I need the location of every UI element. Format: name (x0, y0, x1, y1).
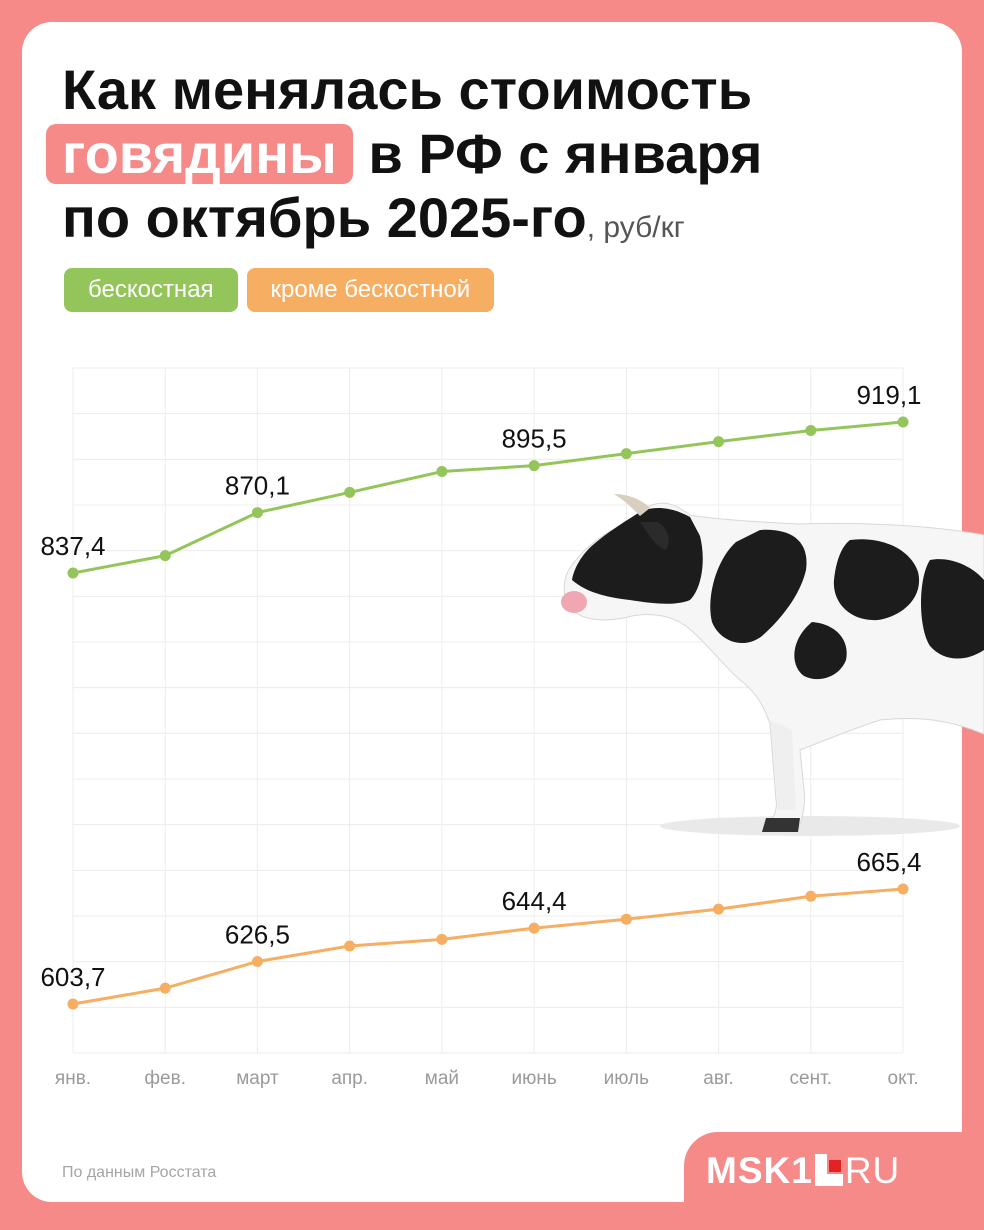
logo-left: MSK1 (706, 1150, 813, 1191)
data-label: 644,4 (502, 886, 567, 916)
logo-mark-icon (814, 1154, 843, 1186)
data-point (159, 982, 171, 994)
data-label: 870,1 (225, 471, 290, 501)
chart-series: 837,4 870,1 895,5 919,1 603,7 626,5 644,4 665,4 (40, 380, 922, 1010)
data-point (713, 903, 725, 915)
cow-head-patch (572, 507, 703, 604)
logo-right: RU (844, 1150, 901, 1191)
title-line-3: по октябрь 2025-го (62, 186, 587, 249)
title-line-1: Как менялась стоимость (62, 58, 753, 121)
x-tick-label: авг. (703, 1068, 734, 1089)
brand-logo: MSK1 RU (684, 1132, 984, 1230)
data-point (805, 425, 817, 437)
data-label: 895,5 (502, 424, 567, 454)
cow-horn (614, 494, 650, 516)
data-point (713, 436, 725, 448)
cow-hoof (762, 818, 800, 832)
data-point (344, 486, 356, 498)
cow-leg (770, 720, 796, 810)
data-label: 665,4 (856, 847, 921, 877)
x-tick-label: апр. (331, 1068, 368, 1089)
cow-spot-4 (794, 622, 847, 680)
cow-illustration (561, 494, 984, 836)
data-label: 626,5 (225, 920, 290, 950)
x-tick-label: сент. (790, 1068, 832, 1089)
data-label: 919,1 (856, 380, 921, 410)
title-highlight: говядины (46, 124, 353, 184)
data-label: 603,7 (40, 962, 105, 992)
cow-ear (640, 522, 669, 550)
x-tick-label: фев. (144, 1068, 186, 1089)
cow-spot-2 (833, 539, 920, 621)
data-point (620, 913, 632, 925)
data-point (528, 460, 540, 472)
data-point (805, 890, 817, 902)
x-tick-label: июнь (511, 1068, 556, 1089)
data-point (159, 550, 171, 562)
x-tick-label: май (425, 1068, 459, 1089)
series-line (72, 887, 904, 1006)
data-point (67, 998, 79, 1010)
data-point (620, 448, 632, 460)
x-tick-label: окт. (888, 1068, 919, 1089)
series-line (72, 420, 904, 575)
x-tick-label: июль (604, 1068, 650, 1089)
data-point (897, 416, 909, 428)
x-axis-ticks: янв. фев. март апр. май июнь июль авг. сент. окт. (55, 1068, 919, 1089)
cow-muzzle (561, 591, 587, 613)
data-point (344, 940, 356, 952)
chart-legend: бескостная кроме бескостной (64, 268, 495, 312)
data-point (436, 466, 448, 478)
chart-title: Как менялась стоимость говядины в РФ с я… (46, 58, 942, 260)
data-point (897, 883, 909, 895)
legend-item-boneless: бескостная (64, 268, 238, 312)
data-point (251, 507, 263, 519)
cow-shadow (660, 816, 960, 836)
data-label: 837,4 (40, 531, 105, 561)
x-tick-label: март (236, 1068, 279, 1089)
source-note: По данным Росстата (62, 1164, 217, 1181)
cow-spot-1 (710, 529, 807, 644)
title-unit: , руб/кг (586, 211, 685, 244)
title-line-2: в РФ с января (352, 122, 763, 185)
data-point (251, 956, 263, 968)
data-point (436, 933, 448, 945)
data-point (67, 567, 79, 579)
logo-wordmark: MSK1 RU (706, 1150, 900, 1192)
legend-item-bone-in: кроме бескостной (246, 268, 495, 312)
x-tick-label: янв. (55, 1068, 91, 1089)
cow-spot-3 (921, 559, 984, 659)
data-point (528, 922, 540, 934)
